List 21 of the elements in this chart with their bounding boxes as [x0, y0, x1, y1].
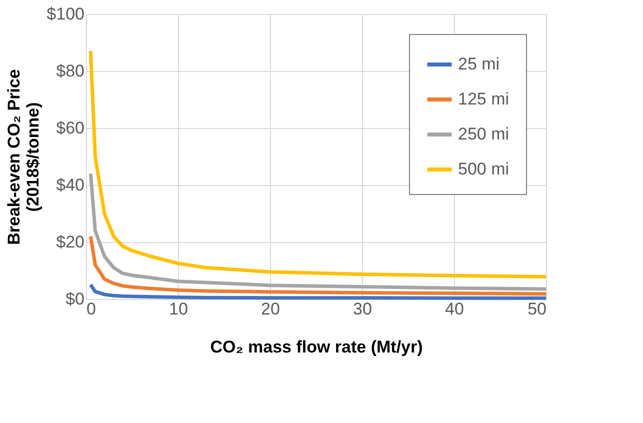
x-tick-label: 20	[261, 300, 280, 318]
x-tick-label: 30	[353, 300, 372, 318]
y-tick-label: $100	[46, 4, 84, 24]
line-series	[88, 283, 548, 300]
y-tick-label: $20	[56, 232, 84, 252]
legend-label: 25 mi	[458, 54, 500, 74]
y-tick-label: $60	[56, 118, 84, 138]
y-axis-title: Break-even CO₂ Price (2018$/tonne)	[4, 69, 43, 245]
legend-label: 250 mi	[458, 124, 510, 144]
legend-label: 125 mi	[458, 90, 510, 108]
y-tick-label: $40	[56, 176, 84, 194]
y-tick-label: $80	[56, 62, 84, 80]
legend-label: 500 mi	[458, 160, 510, 178]
x-tick-label: 40	[445, 300, 464, 318]
line-series	[88, 234, 548, 296]
line-series	[88, 49, 548, 279]
x-tick-label: 50	[528, 300, 546, 318]
x-tick-label: 10	[169, 300, 188, 318]
y-tick-label: $0	[66, 290, 84, 308]
x-tick-label: 0	[86, 300, 96, 318]
x-axis-title: CO₂ mass flow rate (Mt/yr)	[210, 338, 423, 356]
